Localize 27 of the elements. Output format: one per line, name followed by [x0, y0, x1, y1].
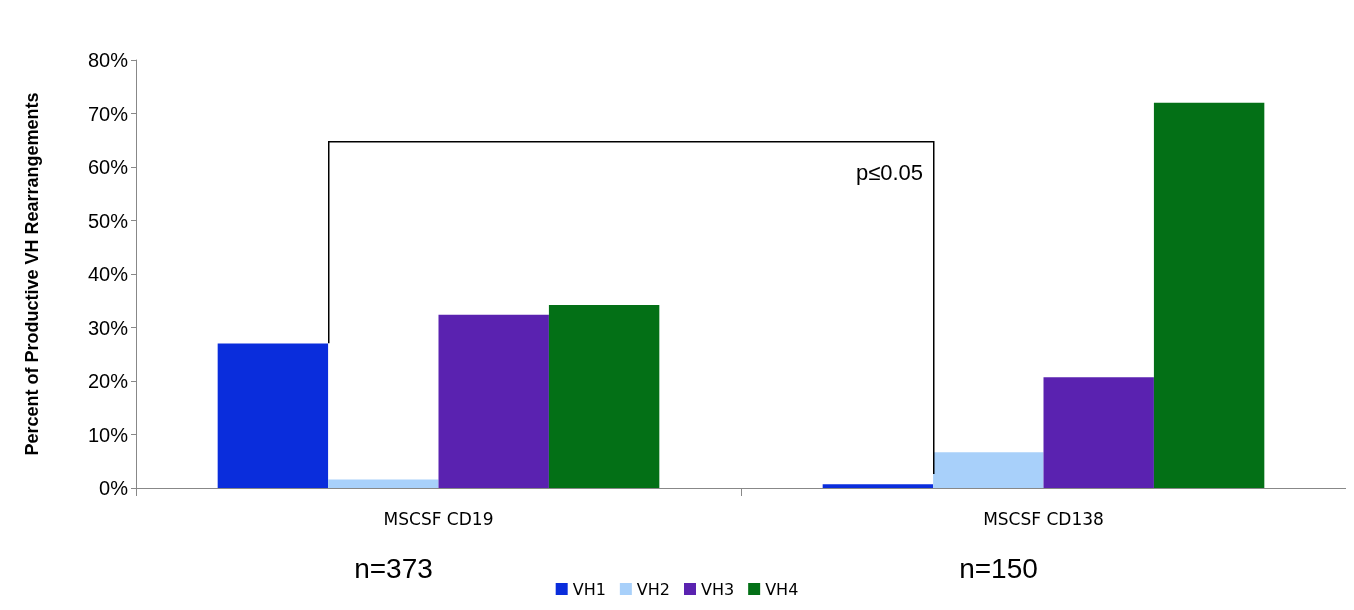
- text: n=373: [354, 552, 433, 584]
- annotation: p≤0.05: [855, 159, 924, 185]
- bar: [822, 484, 934, 488]
- bar: [217, 343, 329, 488]
- bar: [1043, 377, 1154, 488]
- y-axis-title: Percent of Productive VH Rearrangements: [22, 92, 42, 456]
- y-tick-label: 20%: [87, 370, 129, 392]
- bar: [933, 452, 1044, 488]
- y-tick-label: 50%: [87, 209, 129, 232]
- y-tick-label: 40%: [87, 263, 129, 285]
- legend-label: VH4: [765, 579, 799, 599]
- text: n=150: [959, 552, 1038, 584]
- y-tick-label: 60%: [87, 156, 129, 178]
- x-tick-label: MSCSF CD19: [383, 508, 494, 529]
- legend-label: VH3: [701, 579, 735, 599]
- y-tick-label: 80%: [87, 49, 129, 71]
- bar: [1153, 102, 1265, 488]
- y-tick-label: 0%: [99, 477, 129, 499]
- bar: [328, 479, 439, 488]
- y-tick-label: 70%: [87, 102, 129, 125]
- legend-label: VH1: [572, 579, 606, 599]
- legend-label: VH2: [636, 579, 670, 599]
- x-tick-label: MSCSF CD138: [983, 508, 1104, 529]
- bar: [548, 305, 660, 488]
- bar: [438, 314, 549, 488]
- y-tick-label: 10%: [87, 423, 129, 446]
- y-tick-label: 30%: [87, 316, 129, 339]
